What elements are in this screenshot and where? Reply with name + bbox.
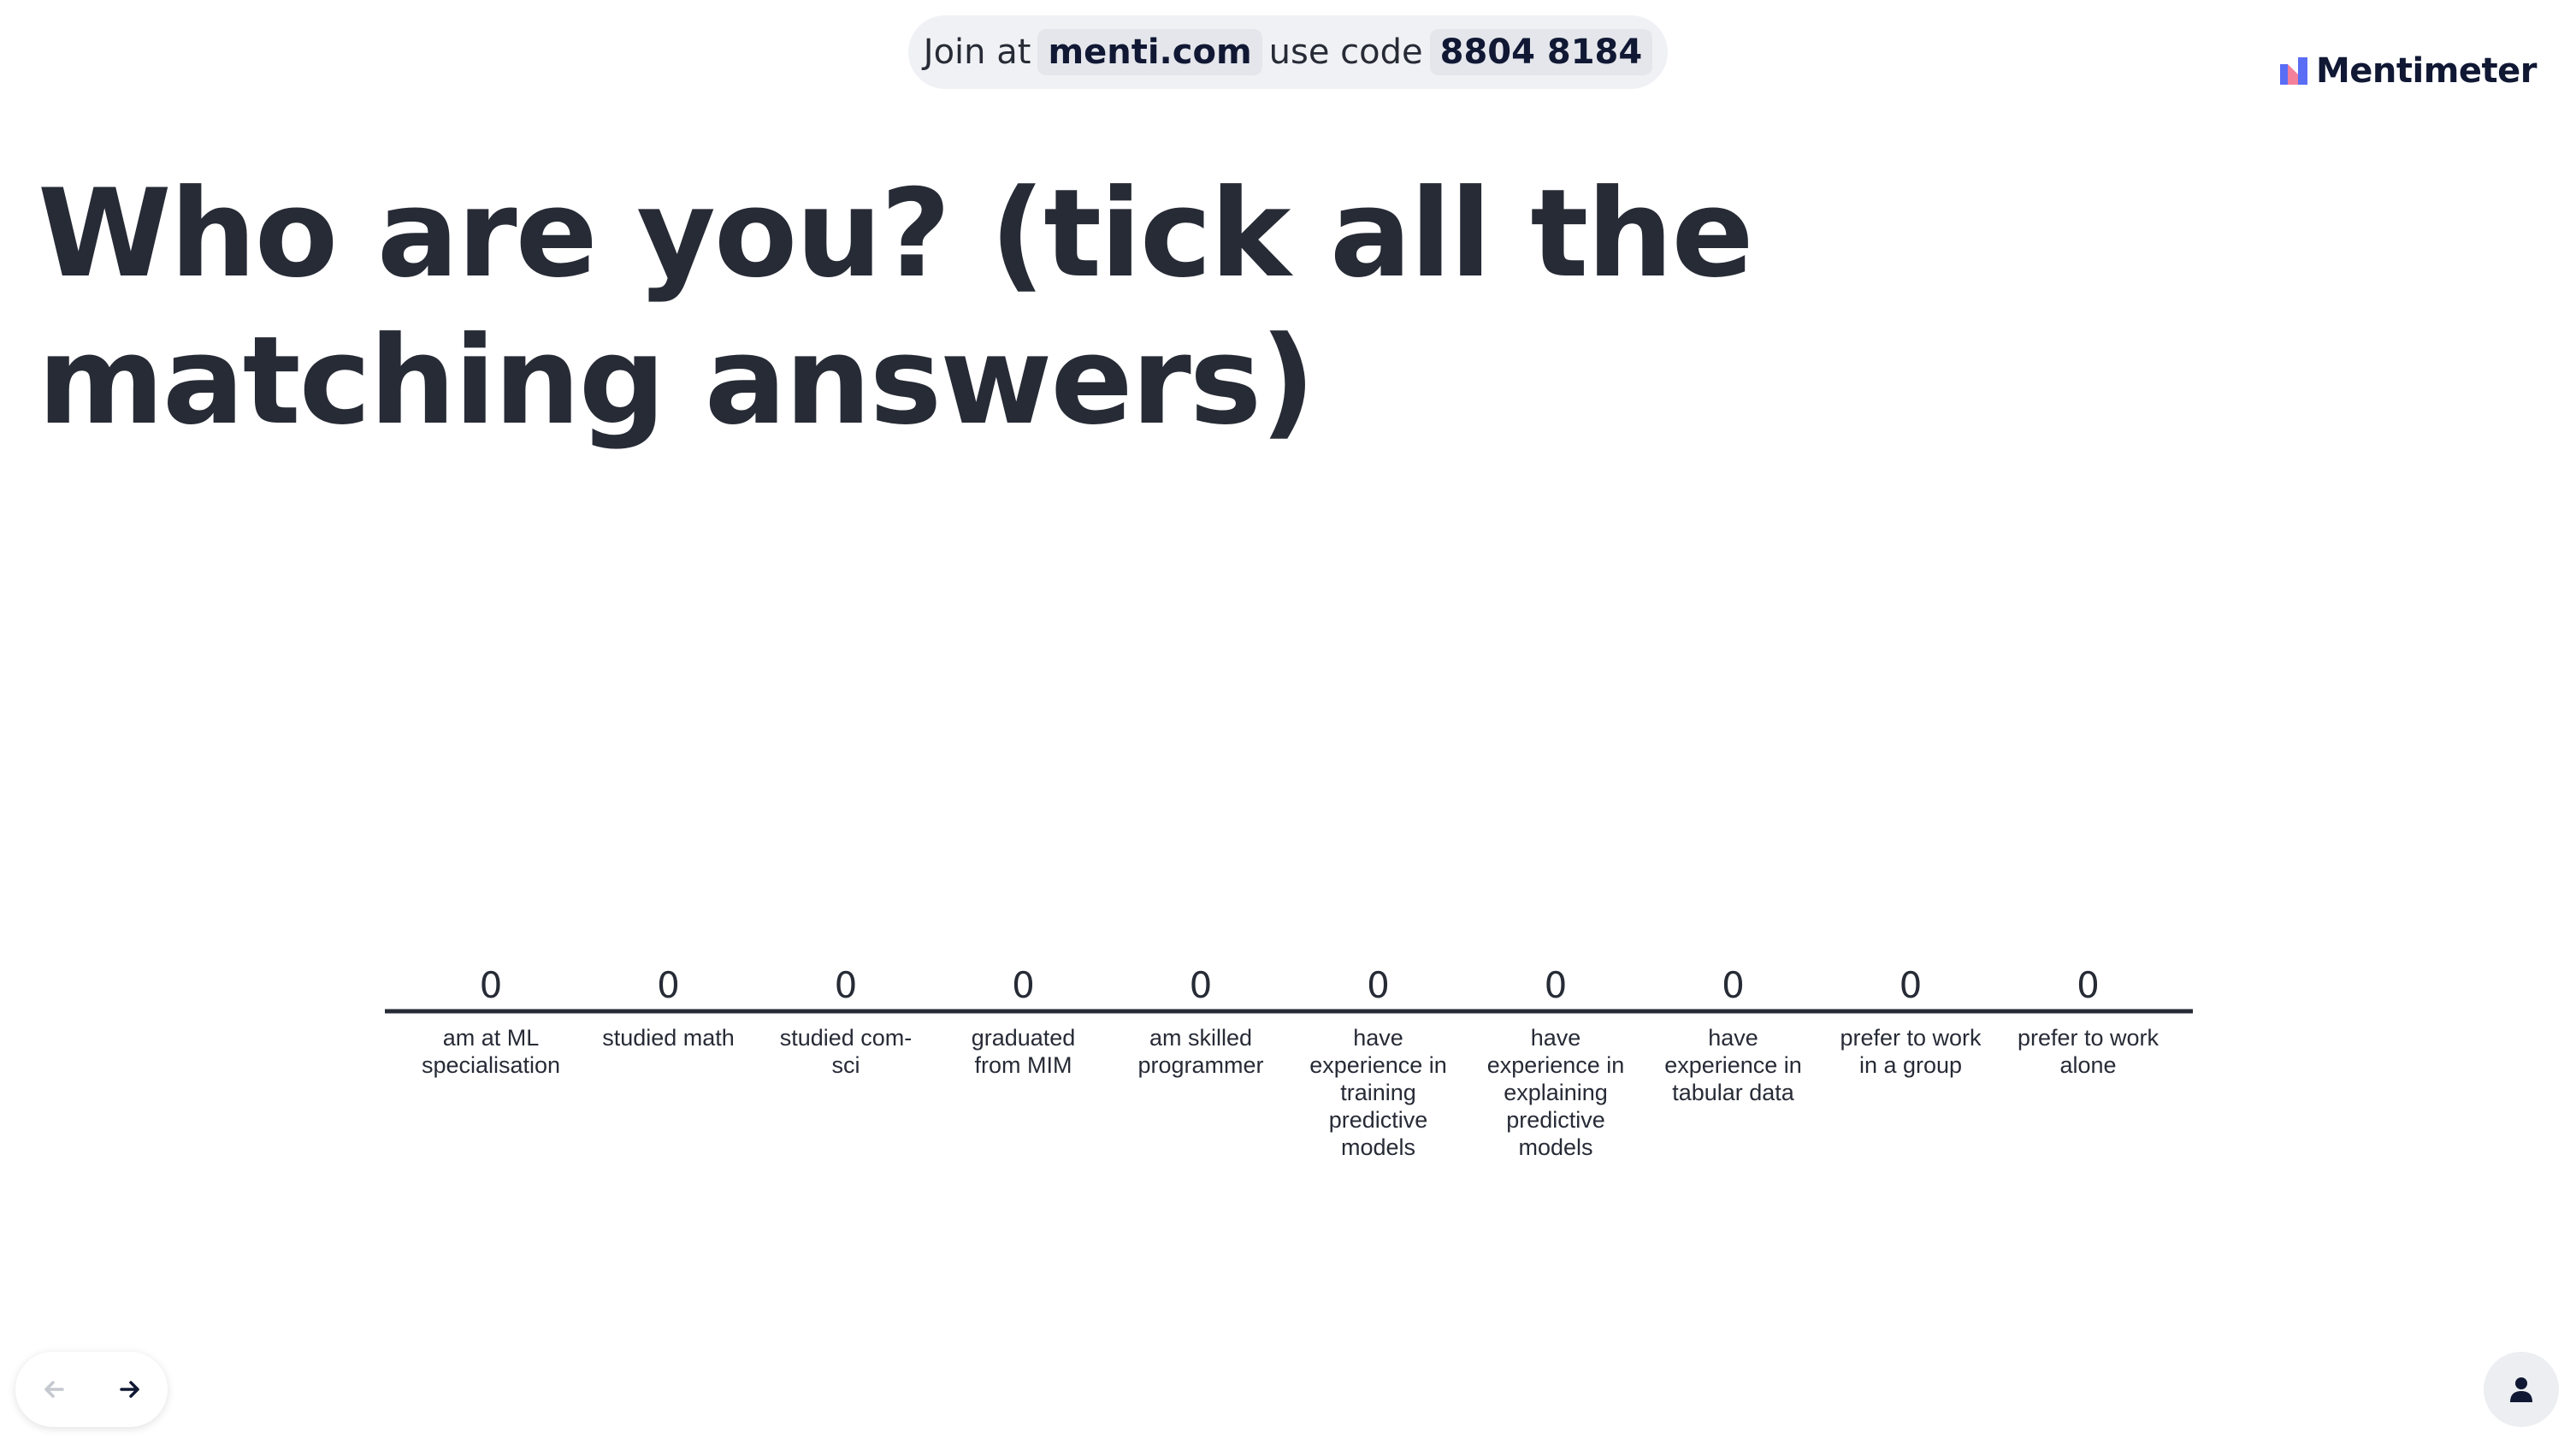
category-label: experience in <box>1309 1052 1447 1078</box>
audience-button[interactable] <box>2484 1352 2559 1427</box>
category-label: experience in <box>1664 1052 1802 1078</box>
bar-value-label: 0 <box>1367 964 1390 1006</box>
logo-text: Mentimeter <box>2315 51 2538 91</box>
person-icon <box>2510 1377 2532 1402</box>
mentimeter-logo-icon <box>2279 57 2307 85</box>
previous-slide-button[interactable] <box>28 1364 80 1415</box>
mentimeter-logo: Mentimeter <box>2279 51 2538 91</box>
join-instructions: Join at menti.com use code 8804 8184 <box>908 15 1668 89</box>
bar-value-label: 0 <box>1012 964 1035 1006</box>
category-label: in a group <box>1859 1052 1962 1078</box>
category-label: prefer to work <box>1840 1025 1982 1051</box>
category-label: experience in <box>1487 1052 1625 1078</box>
code-prefix: use code <box>1268 33 1423 72</box>
join-code: 8804 8184 <box>1429 29 1653 75</box>
category-label: am skilled <box>1149 1025 1252 1051</box>
category-label: programmer <box>1137 1052 1263 1078</box>
bar-value-label: 0 <box>1190 964 1213 1006</box>
category-label: from MIM <box>975 1052 1072 1078</box>
category-label: have <box>1708 1025 1758 1051</box>
bar-value-label: 0 <box>1722 964 1745 1006</box>
category-label: am at ML <box>443 1025 540 1051</box>
bar-value-label: 0 <box>657 964 680 1006</box>
category-label: studied math <box>602 1025 735 1051</box>
bar-value-label: 0 <box>1545 964 1568 1006</box>
category-label: have <box>1531 1025 1581 1051</box>
category-label: models <box>1518 1134 1592 1160</box>
bar-value-label: 0 <box>2077 964 2100 1006</box>
join-prefix: Join at <box>923 33 1031 72</box>
category-label: tabular data <box>1672 1080 1795 1105</box>
category-label: predictive <box>1329 1107 1428 1133</box>
bar-value-label: 0 <box>1900 964 1923 1006</box>
category-label: graduated <box>972 1025 1076 1051</box>
category-label: alone <box>2059 1052 2116 1078</box>
arrow-left-icon <box>44 1381 64 1398</box>
next-slide-button[interactable] <box>104 1364 156 1415</box>
category-label: explaining <box>1504 1080 1608 1105</box>
bar-value-label: 0 <box>835 964 858 1006</box>
slide-title: Who are you? (tick all the matching answ… <box>38 163 1754 452</box>
bar-value-label: 0 <box>480 964 503 1006</box>
category-label: sci <box>832 1052 860 1078</box>
category-label: specialisation <box>422 1052 560 1078</box>
arrow-right-icon <box>119 1381 139 1398</box>
category-label: training <box>1340 1080 1416 1105</box>
category-label: models <box>1341 1134 1415 1160</box>
join-url[interactable]: menti.com <box>1037 29 1262 75</box>
category-label: have <box>1353 1025 1403 1051</box>
category-label: studied com- <box>780 1025 913 1051</box>
category-label: prefer to work <box>2018 1025 2159 1051</box>
slide-navigation <box>15 1352 168 1427</box>
category-label: predictive <box>1506 1107 1605 1133</box>
